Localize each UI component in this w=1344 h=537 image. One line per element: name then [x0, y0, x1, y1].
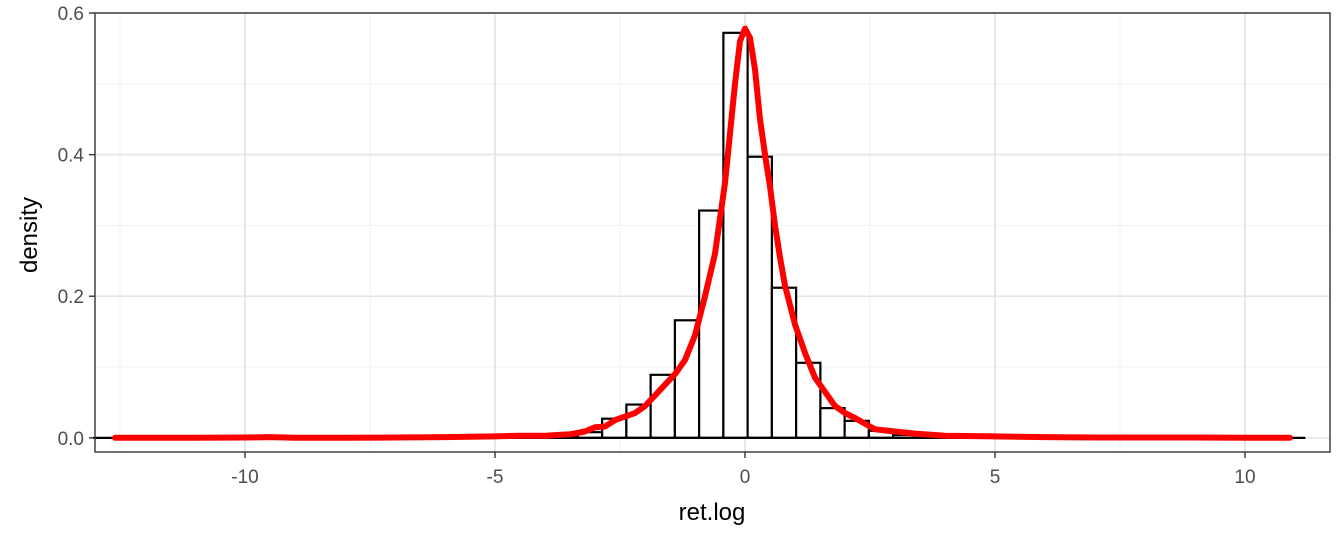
- y-tick-label: 0.6: [58, 4, 84, 25]
- panel-border: [94, 12, 1331, 453]
- y-axis-title: density: [16, 197, 43, 273]
- y-tick-label: 0.4: [58, 146, 85, 167]
- y-tick-label: 0.2: [58, 287, 84, 308]
- y-axis: 0.0 0.2 0.4 0.6: [58, 4, 95, 450]
- x-tick-label: -10: [231, 467, 258, 488]
- x-tick-label: 10: [1234, 467, 1255, 488]
- y-tick-label: 0.0: [58, 429, 84, 450]
- histogram-bar: [746, 155, 773, 439]
- x-tick-label: -5: [487, 467, 504, 488]
- density-curve: [112, 25, 1293, 441]
- x-tick-label: 0: [740, 467, 751, 488]
- x-tick-label: 5: [990, 467, 1001, 488]
- x-axis: -10 -5 0 5 10: [231, 452, 1256, 488]
- x-axis-title: ret.log: [679, 499, 746, 526]
- histogram-bar: [698, 209, 725, 439]
